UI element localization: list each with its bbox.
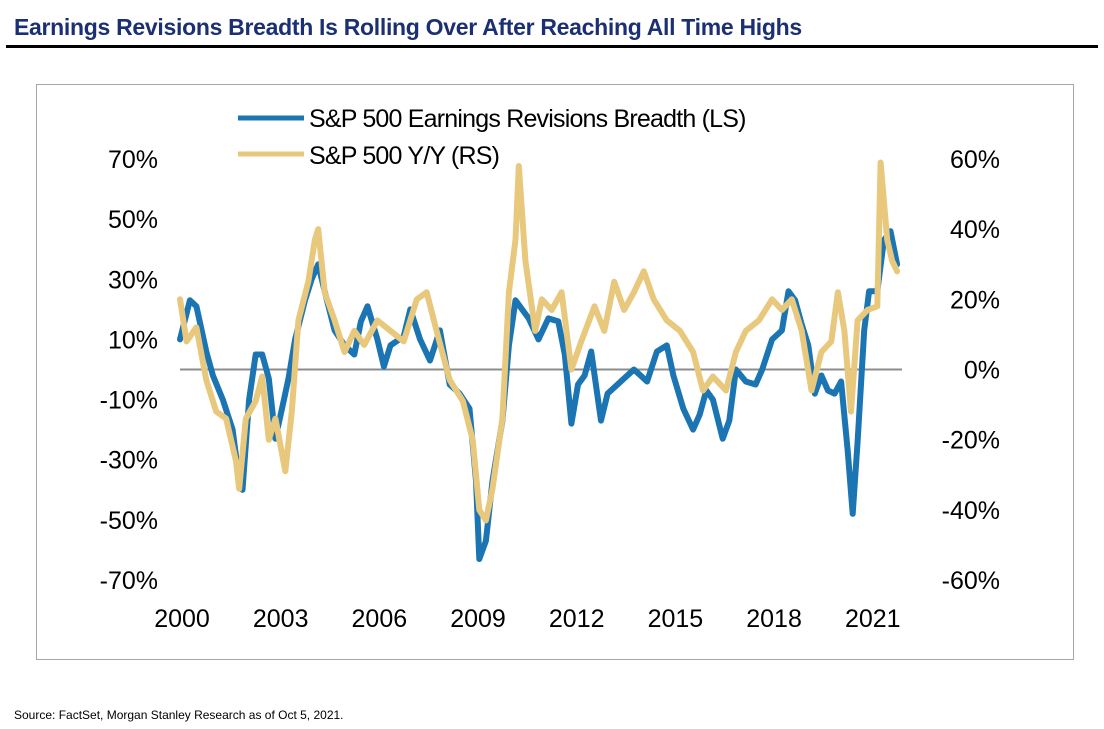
- x-axis-tick-label: 2006: [352, 605, 408, 633]
- series-line-yoy: [177, 159, 901, 524]
- right-axis-tick-label: -60%: [942, 567, 1000, 595]
- x-axis-tick-label: 2003: [253, 605, 309, 633]
- left-axis-tick-label: -30%: [100, 447, 158, 475]
- chart-frame: [36, 84, 1074, 660]
- legend-label-yoy: S&P 500 Y/Y (RS): [309, 142, 499, 170]
- legend: S&P 500 Earnings Revisions Breadth (LS) …: [238, 105, 746, 170]
- left-axis-tick-label: 30%: [108, 266, 158, 294]
- x-axis-tick-label: 2021: [845, 605, 901, 633]
- series-line-breadth: [177, 228, 901, 562]
- x-axis-tick-label: 2018: [746, 605, 802, 633]
- left-axis-tick-label: 10%: [108, 326, 158, 354]
- left-axis-tick-label: 50%: [108, 206, 158, 234]
- x-axis-tick-label: 2000: [154, 605, 210, 633]
- right-axis-tick-label: 60%: [950, 146, 1000, 174]
- legend-label-breadth: S&P 500 Earnings Revisions Breadth (LS): [309, 105, 746, 133]
- left-axis-tick-label: -50%: [100, 507, 158, 535]
- right-axis-tick-label: 40%: [950, 216, 1000, 244]
- right-axis-tick-label: 20%: [950, 286, 1000, 314]
- x-axis-tick-label: 2009: [450, 605, 506, 633]
- right-axis-tick-label: -40%: [942, 497, 1000, 525]
- left-axis-tick-label: 70%: [108, 146, 158, 174]
- chart-title: Earnings Revisions Breadth Is Rolling Ov…: [14, 14, 802, 40]
- x-axis-tick-label: 2015: [648, 605, 704, 633]
- right-axis-tick-label: 0%: [964, 357, 1000, 385]
- x-axis-tick-label: 2012: [549, 605, 605, 633]
- right-axis-tick-label: -20%: [942, 427, 1000, 455]
- left-axis-tick-label: -70%: [100, 567, 158, 595]
- source-note: Source: FactSet, Morgan Stanley Research…: [14, 708, 344, 722]
- title-divider: [6, 45, 1098, 48]
- left-axis-tick-label: -10%: [100, 387, 158, 415]
